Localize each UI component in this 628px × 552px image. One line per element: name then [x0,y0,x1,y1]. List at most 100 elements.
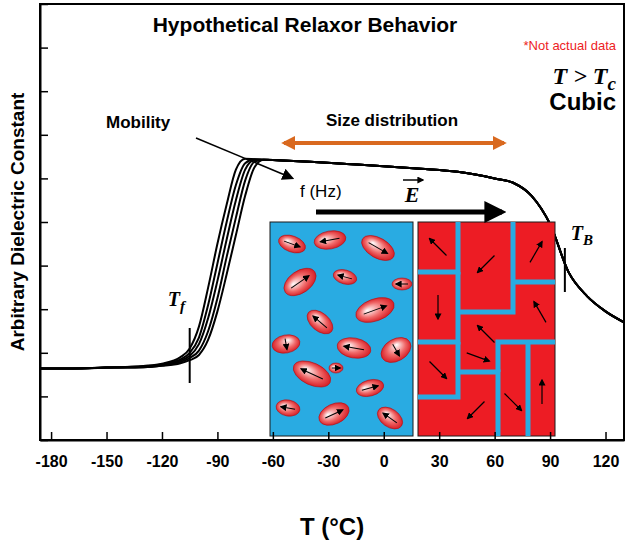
x-tick-mark [51,432,53,440]
x-tick-label: -60 [262,453,285,470]
nanoregion [354,377,385,400]
annotation: Mobility [106,113,171,132]
nanoregion [289,356,335,393]
nanoregion [275,398,301,418]
polarization-arrow [478,256,495,273]
x-tick-label: -180 [36,453,68,470]
mobility-arrow [196,138,292,178]
polarization-arrow [362,386,378,390]
annotation-text: Mobility [106,113,171,132]
y-tick-mark [40,91,48,93]
annotation-text: Cubic [549,88,616,115]
domain-polarization [468,402,485,419]
polarization-arrow [338,275,352,279]
nanoregion [392,278,412,290]
y-axis-title: Arbitrary Dielectric Constant [7,92,28,351]
nanoregion-ellipse [315,398,352,430]
nanoregion [315,398,352,430]
x-tick-mark [106,432,108,440]
polarization-arrow [430,362,447,379]
domain-polarization [534,302,546,323]
inset-box [270,222,413,436]
polarization-arrow [393,344,400,355]
x-tick-label: -30 [317,453,340,470]
x-tick: -120 [146,432,178,470]
annotation: E [404,182,420,207]
nanoregion-ellipse [377,332,413,367]
x-tick-mark [605,432,607,440]
domain-wall [418,222,458,272]
marker-subscript: B [582,232,593,248]
x-tick: 90 [542,432,560,470]
annotation: Cubic [549,88,616,115]
y-axis [40,5,48,441]
annotation-text: Size distribution [326,111,458,130]
domain-polarization [478,256,495,273]
chart: -180-150-120-90-60-300306090120Hypotheti… [0,0,628,552]
nanoregion-ellipse [313,228,348,251]
domain-polarization [478,326,495,343]
annotation: f (Hz) [300,182,342,201]
nanoregion [303,305,338,338]
nanoregion-ellipse [392,278,412,290]
nanoregion [377,332,413,367]
y-tick [40,353,48,354]
marker-text: T [168,288,181,310]
nanoregion [373,403,406,434]
temperature-marker-label: Tf [168,288,187,314]
polarization-arrow [281,407,295,410]
domain-wall [418,272,458,342]
x-axis-title: T (°C) [300,513,364,540]
y-tick-mark [40,135,48,137]
x-tick-label: 60 [486,453,504,470]
nanoregion [332,267,359,287]
nanoregion [279,263,321,302]
domain-polarization [467,353,490,361]
x-tick-label: 0 [380,453,389,470]
nanoregion [357,230,398,265]
nanoregion-ellipse [289,356,335,393]
nanoregion-ellipse [357,230,398,265]
y-tick [40,396,48,397]
domain-wall [458,372,498,436]
polarization-arrow [325,410,342,418]
nanoregion [352,293,397,327]
temperature-marker [189,328,191,383]
y-tick-mark [40,309,48,311]
nanoregion-ellipse [373,403,406,434]
nanoregion [313,228,348,251]
polarization-arrow [364,306,387,314]
nanoregion-ellipse [276,232,308,257]
domain-wall [458,222,513,312]
nanoregion-ellipse [332,267,359,287]
polarization-arrow [505,394,522,411]
nanoregion-ellipse [279,263,321,302]
nanoregion-ellipse [352,293,397,327]
y-tick [40,135,48,136]
x-tick: -60 [262,432,285,470]
temperature-marker-label: TB [571,222,593,248]
polarization-arrow [344,346,364,350]
annotation-text: T > T [552,63,608,89]
polarization-arrow [301,369,323,379]
x-tick-label: 90 [542,453,560,470]
y-tick-mark [40,47,48,49]
y-tick [40,178,48,179]
nanoregion-ellipse [271,333,302,356]
polarization-arrow [437,295,438,319]
inset-box [418,222,555,436]
domain-wall [526,342,531,436]
annotation-text: E [404,182,420,207]
annotation-text: *Not actual data [523,38,616,53]
y-tick [40,48,48,49]
plot-frame [40,4,624,440]
x-tick-label: 30 [431,453,449,470]
x-tick-label: 120 [593,453,620,470]
x-tick-mark [273,432,275,440]
polarization-arrow [369,243,388,254]
polarization-arrow [530,242,542,263]
y-tick-mark [40,222,48,224]
y-tick [40,222,48,223]
polarization-arrow [430,239,447,256]
polarization-arrow [534,302,546,323]
